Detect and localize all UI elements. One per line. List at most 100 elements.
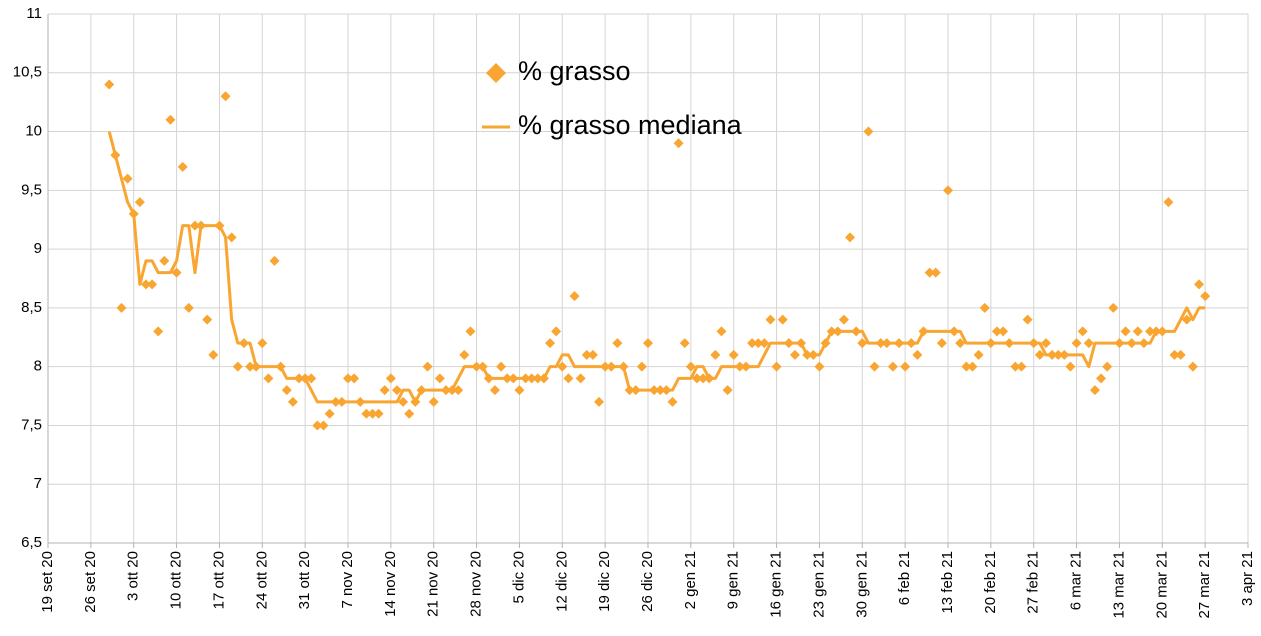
data-point xyxy=(838,314,849,325)
data-point xyxy=(1040,338,1051,349)
data-point xyxy=(257,338,268,349)
x-tick-label: 27 feb 21 xyxy=(1025,551,1042,614)
data-point xyxy=(1010,361,1021,372)
data-point xyxy=(1096,373,1107,384)
data-point xyxy=(232,361,243,372)
data-point xyxy=(1181,314,1192,325)
x-tick-label: 14 nov 20 xyxy=(382,551,399,617)
data-point xyxy=(1016,361,1027,372)
data-point xyxy=(679,338,690,349)
data-point xyxy=(281,385,292,396)
data-point xyxy=(771,361,782,372)
data-point xyxy=(869,361,880,372)
data-point xyxy=(318,420,329,431)
data-point xyxy=(777,314,788,325)
data-point xyxy=(489,385,500,396)
data-point xyxy=(373,408,384,419)
data-point xyxy=(1175,349,1186,360)
data-point xyxy=(563,373,574,384)
data-point xyxy=(551,326,562,337)
data-point xyxy=(134,197,145,208)
data-point xyxy=(367,408,378,419)
data-point xyxy=(385,373,396,384)
x-tick-label: 7 nov 20 xyxy=(339,551,356,609)
data-point xyxy=(716,326,727,337)
x-tick-label: 10 ott 20 xyxy=(168,551,185,609)
data-point xyxy=(887,361,898,372)
data-point xyxy=(1071,338,1082,349)
data-point xyxy=(612,338,623,349)
data-point xyxy=(698,373,709,384)
data-point xyxy=(973,349,984,360)
x-tick-label: 17 ott 20 xyxy=(210,551,227,609)
data-point xyxy=(955,338,966,349)
data-point xyxy=(122,173,133,184)
data-point xyxy=(814,361,825,372)
data-point xyxy=(398,396,409,407)
data-point xyxy=(845,232,856,243)
data-point xyxy=(998,326,1009,337)
data-point xyxy=(422,361,433,372)
data-point xyxy=(575,373,586,384)
data-point xyxy=(581,349,592,360)
data-point xyxy=(496,361,507,372)
legend-label: % grasso xyxy=(518,56,631,86)
data-point xyxy=(343,373,353,384)
data-point xyxy=(789,349,800,360)
data-point xyxy=(943,185,953,196)
data-point xyxy=(753,338,764,349)
x-tick-label: 6 mar 21 xyxy=(1068,551,1085,610)
x-tick-label: 27 mar 21 xyxy=(1196,551,1213,619)
data-point xyxy=(465,326,476,337)
data-point xyxy=(361,408,372,419)
data-point xyxy=(379,385,390,396)
data-point xyxy=(1132,326,1143,337)
data-point xyxy=(765,314,776,325)
x-tick-label: 2 gen 21 xyxy=(682,551,699,609)
data-point xyxy=(685,361,696,372)
data-point xyxy=(177,161,188,172)
data-point xyxy=(545,338,556,349)
data-point xyxy=(1163,197,1174,208)
x-tick-label: 16 gen 21 xyxy=(768,551,785,618)
data-point xyxy=(991,326,1002,337)
data-point xyxy=(636,361,647,372)
median-line xyxy=(107,131,1206,404)
data-point xyxy=(104,79,115,90)
data-point xyxy=(1169,349,1180,360)
data-point xyxy=(202,314,213,325)
data-point xyxy=(453,385,464,396)
data-point xyxy=(269,255,280,266)
y-tick-label: 6,5 xyxy=(21,534,42,551)
x-tick-label: 23 gen 21 xyxy=(810,551,827,618)
data-point xyxy=(226,232,237,243)
y-tick-label: 9,5 xyxy=(21,181,42,198)
data-point xyxy=(1089,385,1100,396)
data-point xyxy=(759,338,770,349)
y-tick-label: 10,5 xyxy=(13,64,42,81)
x-tick-label: 26 dic 20 xyxy=(639,551,656,612)
x-tick-label: 19 dic 20 xyxy=(596,551,613,612)
x-tick-label: 20 mar 21 xyxy=(1153,551,1170,619)
data-point xyxy=(691,373,702,384)
data-point xyxy=(936,338,947,349)
data-point xyxy=(643,338,653,349)
data-point xyxy=(1102,361,1113,372)
data-point xyxy=(220,91,231,102)
data-point xyxy=(594,396,605,407)
legend-marker xyxy=(486,63,506,83)
y-tick-label: 10 xyxy=(25,123,42,140)
data-point xyxy=(1194,279,1205,290)
x-tick-label: 12 dic 20 xyxy=(553,551,570,612)
data-point xyxy=(208,349,219,360)
data-point xyxy=(924,267,935,278)
data-point xyxy=(710,349,721,360)
x-tick-label: 20 feb 21 xyxy=(982,551,999,614)
data-point xyxy=(1108,302,1119,313)
y-tick-label: 9 xyxy=(34,240,42,257)
data-point xyxy=(1065,361,1076,372)
data-point xyxy=(930,267,941,278)
data-point xyxy=(287,396,298,407)
data-point xyxy=(245,361,256,372)
